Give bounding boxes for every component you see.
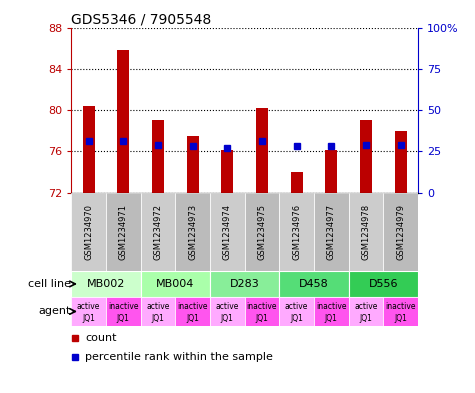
Text: count: count — [85, 333, 117, 343]
Text: GSM1234972: GSM1234972 — [153, 204, 162, 260]
Bar — [221, 150, 233, 193]
FancyBboxPatch shape — [279, 271, 349, 297]
Text: inactive: inactive — [108, 302, 139, 310]
Text: inactive: inactive — [385, 302, 416, 310]
Bar — [117, 50, 129, 193]
FancyBboxPatch shape — [245, 193, 279, 271]
FancyBboxPatch shape — [314, 193, 349, 271]
Text: JQ1: JQ1 — [256, 314, 268, 323]
Bar — [360, 120, 372, 193]
FancyBboxPatch shape — [175, 193, 210, 271]
Text: D458: D458 — [299, 279, 329, 289]
Bar — [152, 120, 164, 193]
Bar — [83, 106, 95, 193]
Text: D556: D556 — [369, 279, 398, 289]
FancyBboxPatch shape — [314, 297, 349, 326]
FancyBboxPatch shape — [383, 297, 418, 326]
FancyBboxPatch shape — [141, 271, 210, 297]
FancyBboxPatch shape — [71, 193, 106, 271]
FancyBboxPatch shape — [210, 193, 245, 271]
Text: GSM1234970: GSM1234970 — [84, 204, 93, 260]
Text: JQ1: JQ1 — [290, 314, 303, 323]
Text: D283: D283 — [230, 279, 259, 289]
FancyBboxPatch shape — [141, 193, 175, 271]
FancyBboxPatch shape — [210, 297, 245, 326]
Text: GSM1234975: GSM1234975 — [257, 204, 266, 260]
Bar — [395, 130, 407, 193]
Text: GSM1234974: GSM1234974 — [223, 204, 232, 260]
FancyBboxPatch shape — [349, 193, 383, 271]
Text: GSM1234973: GSM1234973 — [188, 204, 197, 260]
FancyBboxPatch shape — [106, 193, 141, 271]
Text: JQ1: JQ1 — [186, 314, 199, 323]
FancyBboxPatch shape — [383, 193, 418, 271]
Bar — [325, 150, 337, 193]
FancyBboxPatch shape — [279, 193, 314, 271]
FancyBboxPatch shape — [175, 297, 210, 326]
FancyBboxPatch shape — [349, 297, 383, 326]
Text: GSM1234978: GSM1234978 — [361, 204, 371, 260]
Text: active: active — [146, 302, 170, 310]
FancyBboxPatch shape — [71, 297, 106, 326]
FancyBboxPatch shape — [210, 271, 279, 297]
Text: inactive: inactive — [177, 302, 208, 310]
FancyBboxPatch shape — [141, 297, 175, 326]
Text: MB002: MB002 — [87, 279, 125, 289]
FancyBboxPatch shape — [279, 297, 314, 326]
Bar — [187, 136, 199, 193]
Text: active: active — [285, 302, 308, 310]
Text: GDS5346 / 7905548: GDS5346 / 7905548 — [71, 12, 211, 26]
Text: JQ1: JQ1 — [221, 314, 234, 323]
Text: percentile rank within the sample: percentile rank within the sample — [85, 352, 273, 362]
FancyBboxPatch shape — [71, 271, 141, 297]
Text: MB004: MB004 — [156, 279, 194, 289]
Text: inactive: inactive — [316, 302, 347, 310]
Text: GSM1234976: GSM1234976 — [292, 204, 301, 260]
Text: GSM1234977: GSM1234977 — [327, 204, 336, 260]
FancyBboxPatch shape — [245, 297, 279, 326]
Text: active: active — [216, 302, 239, 310]
Text: agent: agent — [38, 307, 71, 316]
Text: cell line: cell line — [28, 279, 71, 289]
Text: JQ1: JQ1 — [82, 314, 95, 323]
Bar — [256, 108, 268, 193]
Text: active: active — [77, 302, 100, 310]
Text: JQ1: JQ1 — [117, 314, 130, 323]
Bar — [291, 172, 303, 193]
FancyBboxPatch shape — [106, 297, 141, 326]
Text: GSM1234971: GSM1234971 — [119, 204, 128, 260]
Text: JQ1: JQ1 — [152, 314, 164, 323]
Text: JQ1: JQ1 — [325, 314, 338, 323]
Text: JQ1: JQ1 — [360, 314, 372, 323]
Text: inactive: inactive — [247, 302, 277, 310]
FancyBboxPatch shape — [349, 271, 418, 297]
Text: active: active — [354, 302, 378, 310]
Text: GSM1234979: GSM1234979 — [396, 204, 405, 260]
Text: JQ1: JQ1 — [394, 314, 407, 323]
